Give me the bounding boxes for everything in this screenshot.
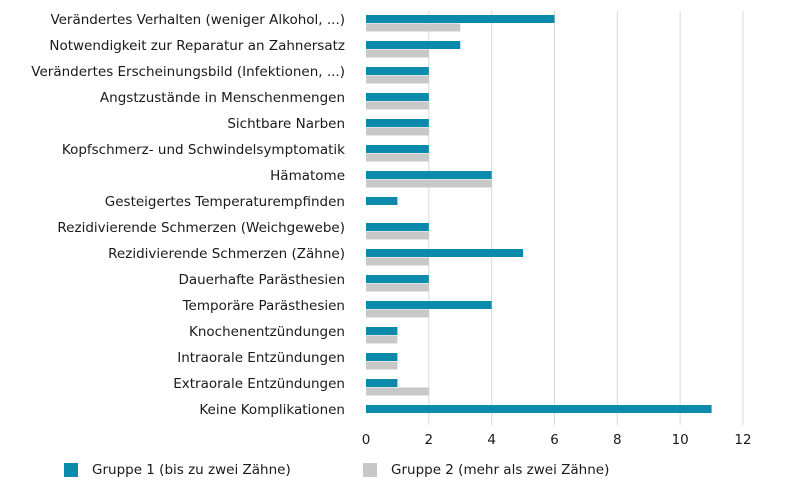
category-label: Knochenentzündungen [189,324,345,340]
bar-series-1 [366,223,429,231]
bar-series-2 [366,101,429,110]
bar-series-2 [366,75,429,84]
bar-series-1 [366,197,398,205]
legend-label-gruppe-1: Gruppe 1 (bis zu zwei Zähne) [92,462,291,478]
legend-swatch-gruppe-2 [363,463,377,477]
bar-series-2 [366,387,429,396]
bar-series-1 [366,275,429,283]
category-label: Rezidivierende Schmerzen (Weichgewebe) [57,220,345,236]
bar-series-2 [366,231,429,240]
category-label: Rezidivierende Schmerzen (Zähne) [108,246,345,262]
bar-series-1 [366,327,398,335]
x-tick-label: 2 [425,432,434,448]
bar-series-2 [366,283,429,292]
bar-series-1 [366,93,429,101]
category-label: Temporäre Parästhesien [182,298,345,314]
category-label: Verändertes Erscheinungsbild (Infektione… [31,64,345,80]
bar-series-1 [366,249,524,257]
category-label: Dauerhafte Parästhesien [178,272,345,288]
category-label: Intraorale Entzündungen [177,350,345,366]
category-label: Keine Komplikationen [199,402,345,418]
bar-series-2 [366,49,429,58]
bar-chart: Verändertes Verhalten (weniger Alkohol, … [31,11,752,448]
category-label: Notwendigkeit zur Reparatur an Zahnersat… [49,38,345,54]
bar-series-2 [366,257,429,266]
bar-series-1 [366,353,398,361]
bar-series-2 [366,23,461,32]
x-tick-label: 12 [734,432,751,448]
category-label: Verändertes Verhalten (weniger Alkohol, … [50,12,345,28]
category-label: Angstzustände in Menschenmengen [100,90,345,106]
bar-series-1 [366,379,398,387]
bar-series-2 [366,127,429,136]
x-tick-label: 4 [487,432,496,448]
gridlines [428,11,744,425]
x-tick-label: 8 [613,432,622,448]
bar-series-1 [366,119,429,127]
bar-series-1 [366,41,461,49]
legend-item-gruppe-2: Gruppe 2 (mehr als zwei Zähne) [363,462,609,478]
x-tick-label: 6 [550,432,559,448]
legend-label-gruppe-2: Gruppe 2 (mehr als zwei Zähne) [391,462,610,478]
bar-series-1 [366,15,555,23]
bars [366,15,712,413]
x-tick-label: 0 [362,432,371,448]
category-label: Kopfschmerz- und Schwindelsymptomatik [62,142,345,158]
bar-series-2 [366,153,429,162]
bar-series-1 [366,67,429,75]
category-label: Sichtbare Narben [227,116,345,132]
category-label: Extraorale Entzündungen [173,376,345,392]
legend-swatch-gruppe-1 [64,463,78,477]
bar-series-2 [366,361,398,370]
category-label: Gesteigertes Temperaturempfinden [105,194,345,210]
x-axis-tick-labels: 0 2 4 6 8 10 12 [362,432,752,448]
legend-item-gruppe-1: Gruppe 1 (bis zu zwei Zähne) [64,462,291,478]
bar-series-2 [366,179,492,188]
bar-series-2 [366,309,429,318]
category-label: Hämatome [270,168,345,184]
x-tick-label: 10 [672,432,689,448]
bar-series-1 [366,405,712,413]
bar-series-1 [366,145,429,153]
bar-series-1 [366,301,492,309]
bar-series-2 [366,335,398,344]
bar-series-1 [366,171,492,179]
category-labels: Verändertes Verhalten (weniger Alkohol, … [31,12,345,418]
legend: Gruppe 1 (bis zu zwei Zähne) Gruppe 2 (m… [0,462,790,486]
